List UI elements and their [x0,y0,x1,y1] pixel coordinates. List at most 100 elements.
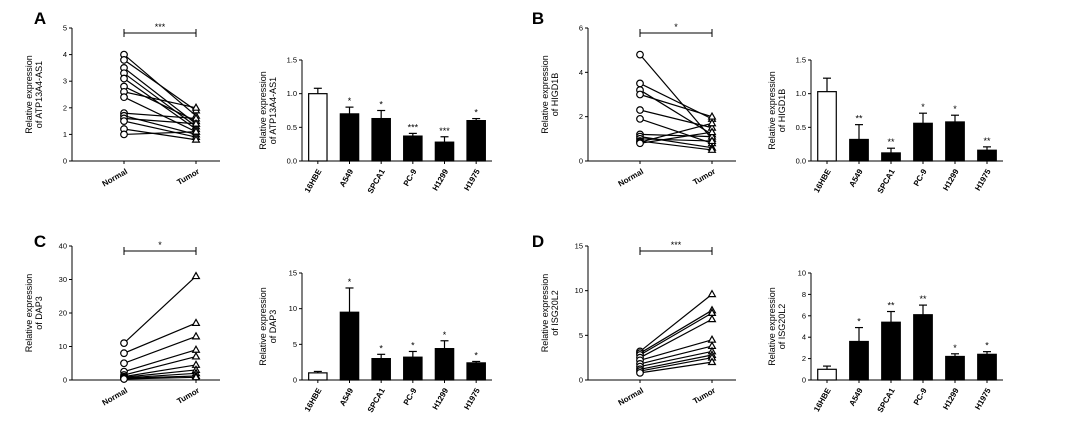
pair-line [123,85,197,122]
pair-line [123,322,197,354]
pair-line [639,345,713,365]
x-tick-label: A549 [847,167,865,189]
paired-plot: 0 2 4 6 Relative expression of HIGD1B Normal Tu… [540,22,736,189]
bar [403,356,423,381]
pair-line [123,91,197,109]
bar-significance: *** [408,122,419,132]
pair-line [639,140,713,151]
y-axis-label: Relative expression [767,71,777,150]
tumor-point [707,145,717,153]
pair-line [123,120,197,138]
y-tick-label: 0 [63,376,67,385]
x-tick-label: H1299 [431,386,451,411]
y-tick-label: 3 [63,77,67,86]
bar [371,117,391,162]
bar-significance: ** [855,114,863,124]
normal-point [636,368,644,377]
bar [977,149,997,162]
pair-line [639,131,713,144]
paired-plot: 0 5 10 15 Relative expression of ISG20L2 Norma… [540,240,736,408]
bar [403,135,423,162]
bar [339,113,360,162]
pair-line [639,122,713,143]
pair-line [123,355,197,376]
x-tick-label: PC-9 [402,386,419,407]
pair-line [123,96,197,133]
pair-line [639,354,713,370]
bar [308,372,328,381]
pair-line [639,133,713,138]
x-tick-label: 16HBE [303,167,324,194]
bar-significance: * [985,341,989,351]
bar [817,368,837,381]
x-tick-label: H1299 [941,167,961,192]
pair-line [123,59,197,111]
bar [308,93,328,162]
pair-line [123,335,197,364]
y-tick-label: 1.0 [287,89,297,98]
x-tick-label: H1299 [941,386,961,411]
y-axis-label: Relative expression [24,55,34,134]
tumor-point [707,118,717,127]
y-tick-label: 0 [63,157,67,166]
bar-chart: 0.0 0.5 1.0 1.5 Relative expression of ATP13A… [258,56,492,195]
y-tick-label: 15 [575,242,583,251]
y-tick-label: 6 [579,24,583,33]
y-tick-label: 0 [293,376,297,385]
bar-significance: ** [887,137,895,147]
bar [913,122,933,162]
y-tick-label: 0.0 [796,157,806,166]
tumor-point [191,126,201,135]
bar-significance: ** [919,294,927,304]
x-tick-label: 16HBE [303,386,324,413]
bar [849,138,869,162]
bar-significance: * [857,317,861,327]
x-tick-label: SPCA1 [876,386,897,414]
y-tick-label: 2 [63,103,67,112]
bar [945,121,965,162]
tumor-point [191,102,201,111]
tumor-point [191,331,201,340]
bar [881,321,901,381]
bar [466,362,486,381]
y-tick-label: 20 [59,309,67,318]
paired-plot: 0 10 20 30 40 Relative expression of DAP3 Norma… [24,240,220,408]
normal-point [120,117,128,125]
tumor-point [707,357,717,366]
x-tick-label: A549 [338,386,356,408]
pair-line [639,312,713,356]
bar-significance: * [348,277,352,287]
bar [434,141,455,162]
x-tick-label: Tumor [691,167,717,187]
y-tick-label: 0 [802,376,806,385]
y-tick-label: 40 [59,242,67,251]
x-tick-label: SPCA1 [876,167,897,195]
bar-significance: * [921,102,925,112]
bar [913,314,933,381]
bar [371,358,391,381]
y-tick-label: 4 [802,333,806,342]
panel-letter: A [34,9,46,28]
bar-significance: * [379,343,383,353]
x-tick-label: Tumor [691,386,717,406]
pair-line [123,131,197,135]
bar [881,152,901,162]
significance-label: *** [155,22,166,32]
bar-significance: ** [887,301,895,311]
x-tick-label: PC-9 [912,167,929,188]
pair-line [639,309,713,354]
tumor-point [191,118,201,127]
y-tick-label: 5 [63,24,67,33]
bar-chart: 0.0 0.5 1.0 1.5 Relative expression of HIGD1B… [767,56,1003,195]
tumor-point [191,134,201,143]
tumor-point [707,314,717,323]
y-tick-label: 10 [575,286,583,295]
pair-line [639,361,713,374]
bar [945,355,965,381]
y-axis-label: Relative expression [258,71,268,150]
pair-line [123,112,197,120]
y-tick-label: 5 [293,340,297,349]
